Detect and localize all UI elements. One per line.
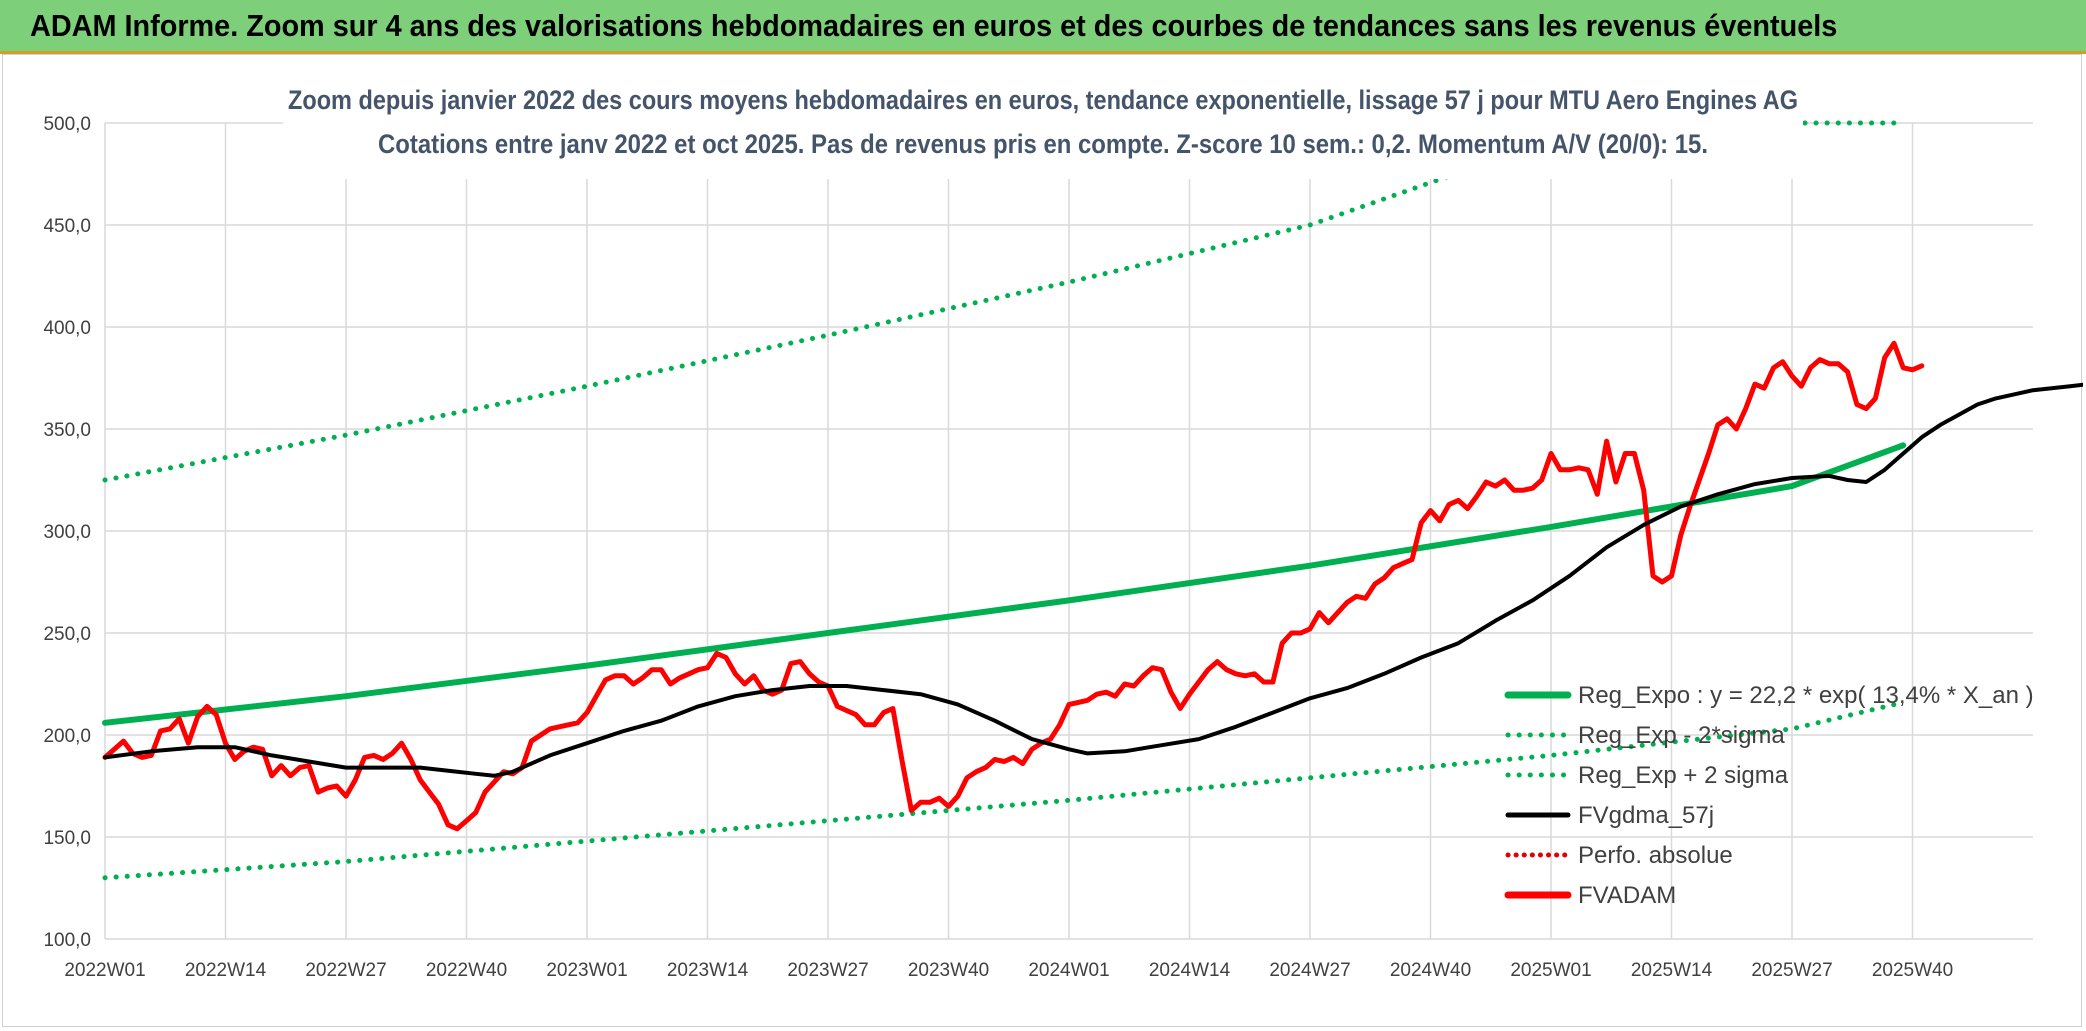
legend-label: Perfo. absolue: [1578, 842, 1733, 869]
y-tick-label: 250,0: [43, 624, 91, 645]
y-tick-label: 100,0: [43, 930, 91, 951]
series-line-0: [102, 442, 1907, 726]
x-tick-label: 2023W40: [908, 960, 989, 981]
x-tick-label: 2025W14: [1631, 960, 1713, 981]
x-tick-label: 2025W01: [1510, 960, 1591, 981]
x-tick-label: 2025W40: [1872, 960, 1953, 981]
legend-label: Reg_Expo : y = 22,2 * exp( 13,4% * X_an …: [1578, 682, 2034, 709]
banner: ADAM Informe. Zoom sur 4 ans des valoris…: [0, 0, 2086, 54]
x-tick-label: 2022W40: [426, 960, 507, 981]
x-tick-label: 2023W27: [787, 960, 868, 981]
chart-subtitle: Cotations entre janv 2022 et oct 2025. P…: [378, 129, 1708, 159]
y-tick-label: 500,0: [43, 114, 91, 135]
x-tick-label: 2022W27: [305, 960, 386, 981]
legend-label: FVADAM: [1578, 882, 1676, 909]
x-tick-label: 2022W01: [64, 960, 145, 981]
y-tick-label: 150,0: [43, 828, 91, 849]
x-tick-label: 2024W14: [1149, 960, 1231, 981]
y-tick-label: 400,0: [43, 318, 91, 339]
title-backdrop: [283, 75, 1803, 179]
x-tick-label: 2024W40: [1390, 960, 1471, 981]
legend-label: FVgdma_57j: [1578, 802, 1714, 829]
x-tick-label: 2024W01: [1028, 960, 1109, 981]
y-tick-label: 300,0: [43, 522, 91, 543]
x-tick-label: 2025W27: [1751, 960, 1832, 981]
y-axis-ticks: 100,0 150,0 200,0 250,0 300,0 350,0 400,0 450,0…: [43, 114, 91, 951]
x-tick-label: 2022W14: [185, 960, 267, 981]
y-tick-label: 200,0: [43, 726, 91, 747]
legend-label: Reg_Exp - 2*sigma: [1578, 722, 1785, 749]
chart-title: Zoom depuis janvier 2022 des cours moyen…: [288, 85, 1798, 115]
x-tick-label: 2024W27: [1269, 960, 1350, 981]
y-tick-label: 450,0: [43, 216, 91, 237]
chart-frame: 100,0 150,0 200,0 250,0 300,0 350,0 400,0 450,0…: [2, 54, 2083, 1027]
line-chart: 100,0 150,0 200,0 250,0 300,0 350,0 400,0 450,0…: [43, 75, 2083, 981]
x-tick-label: 2023W14: [667, 960, 749, 981]
y-tick-label: 350,0: [43, 420, 91, 441]
grid-lines: [104, 122, 2033, 940]
series-lines: [102, 120, 2083, 881]
legend-label: Reg_Exp + 2 sigma: [1578, 762, 1789, 789]
banner-title: ADAM Informe. Zoom sur 4 ans des valoris…: [30, 8, 1838, 43]
x-tick-label: 2023W01: [546, 960, 627, 981]
legend: Reg_Expo : y = 22,2 * exp( 13,4% * X_an …: [1504, 682, 2034, 909]
series-line-3: [103, 382, 2083, 778]
series-line-1: [102, 699, 1906, 881]
x-axis-ticks: 2022W01 2022W14 2022W27 2022W40 2023W01 2023W…: [64, 960, 1953, 981]
series-line-5: [102, 340, 1925, 832]
